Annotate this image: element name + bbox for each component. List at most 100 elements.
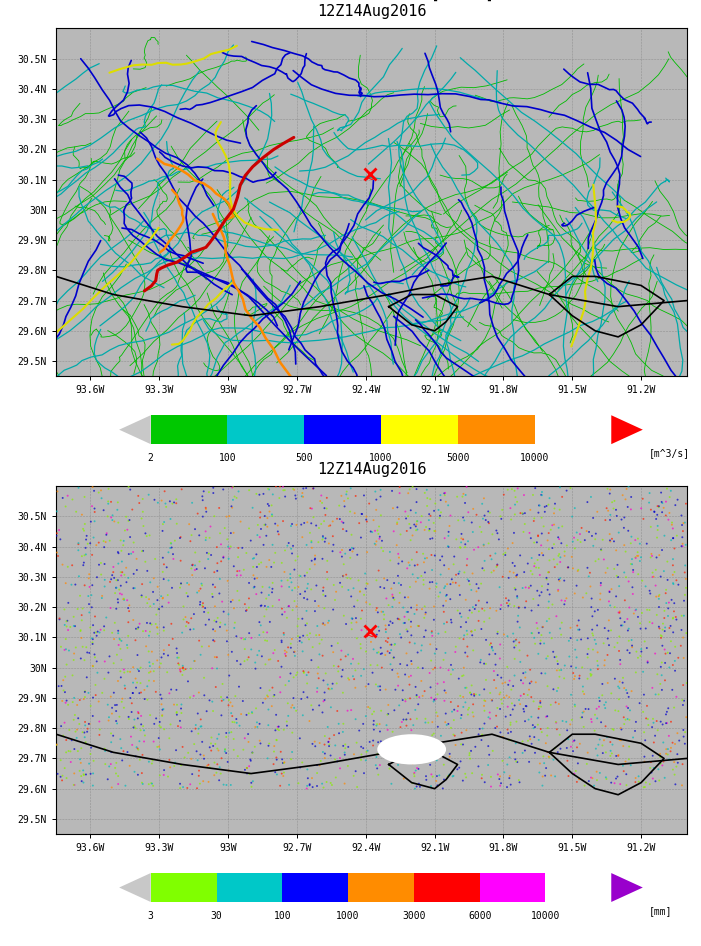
Point <box>651 607 662 622</box>
Point <box>144 624 156 639</box>
Point <box>386 777 397 792</box>
Point <box>158 642 170 657</box>
Point <box>672 755 683 770</box>
Point <box>144 655 155 670</box>
Point <box>429 548 440 563</box>
Point <box>171 706 182 721</box>
Point <box>496 502 508 517</box>
Point <box>318 587 329 603</box>
Point <box>426 623 437 639</box>
Point <box>64 620 76 635</box>
Point <box>264 652 275 667</box>
Point <box>346 527 357 542</box>
Point <box>304 525 315 540</box>
Point <box>551 649 562 664</box>
Point <box>594 765 606 780</box>
Point <box>611 748 622 763</box>
Point <box>656 628 667 643</box>
Point <box>621 699 632 714</box>
Point <box>165 536 177 552</box>
Point <box>526 603 537 618</box>
Point <box>137 543 149 558</box>
Point <box>510 569 522 585</box>
Point <box>512 481 524 496</box>
Point <box>276 752 287 767</box>
Point <box>468 643 479 658</box>
Point <box>637 705 648 720</box>
Point <box>150 617 161 632</box>
Point <box>151 607 162 622</box>
Point <box>137 504 149 519</box>
Bar <box>228 415 304 444</box>
Point <box>124 513 135 528</box>
Point <box>226 499 237 514</box>
Point <box>593 737 604 752</box>
Point <box>123 514 134 529</box>
Point <box>599 732 610 747</box>
Point <box>207 739 219 754</box>
Point <box>630 714 641 729</box>
Point <box>459 496 470 511</box>
Point <box>344 542 355 557</box>
Point <box>264 587 275 603</box>
Point <box>589 604 600 619</box>
Point <box>413 762 424 777</box>
Point <box>604 486 615 501</box>
Point <box>430 660 441 675</box>
Point <box>277 607 288 622</box>
Point <box>411 711 423 727</box>
Point <box>394 480 405 495</box>
Point <box>314 636 325 651</box>
Point <box>103 710 114 725</box>
Point <box>192 506 203 521</box>
Point <box>319 746 330 762</box>
Point <box>632 549 643 564</box>
Point <box>419 522 430 537</box>
Point <box>406 743 417 758</box>
Point <box>425 532 436 547</box>
Point <box>678 630 689 645</box>
Point <box>109 761 121 776</box>
Point <box>456 531 467 546</box>
Point <box>412 557 423 572</box>
Point <box>290 668 301 683</box>
Point <box>62 622 74 638</box>
Point <box>238 742 249 757</box>
Point <box>578 687 590 702</box>
Point <box>538 636 550 651</box>
Point <box>371 718 382 733</box>
Point <box>241 603 252 618</box>
Point <box>234 563 245 578</box>
Point <box>601 771 612 786</box>
Point <box>95 482 107 498</box>
Point <box>306 501 318 517</box>
Bar <box>304 415 381 444</box>
Point <box>656 495 667 510</box>
Point <box>62 488 74 503</box>
Point <box>250 661 261 676</box>
Point <box>292 549 304 564</box>
Point <box>660 707 672 722</box>
Point <box>152 602 163 617</box>
Point <box>456 609 467 624</box>
Point <box>463 573 475 588</box>
Point <box>266 585 278 600</box>
Point <box>332 511 343 526</box>
Point <box>552 556 563 571</box>
Point <box>542 649 553 664</box>
Point <box>454 539 465 554</box>
Point <box>371 749 382 764</box>
Point <box>379 607 390 622</box>
Point <box>334 750 346 765</box>
Point <box>397 683 409 698</box>
Point <box>140 623 151 639</box>
Point <box>611 569 622 584</box>
Point <box>108 559 119 574</box>
Point <box>139 727 151 743</box>
Point <box>681 496 692 511</box>
Point <box>648 715 659 730</box>
Point <box>564 717 576 732</box>
Point <box>432 676 443 692</box>
Point <box>640 621 651 636</box>
Point <box>372 746 383 762</box>
